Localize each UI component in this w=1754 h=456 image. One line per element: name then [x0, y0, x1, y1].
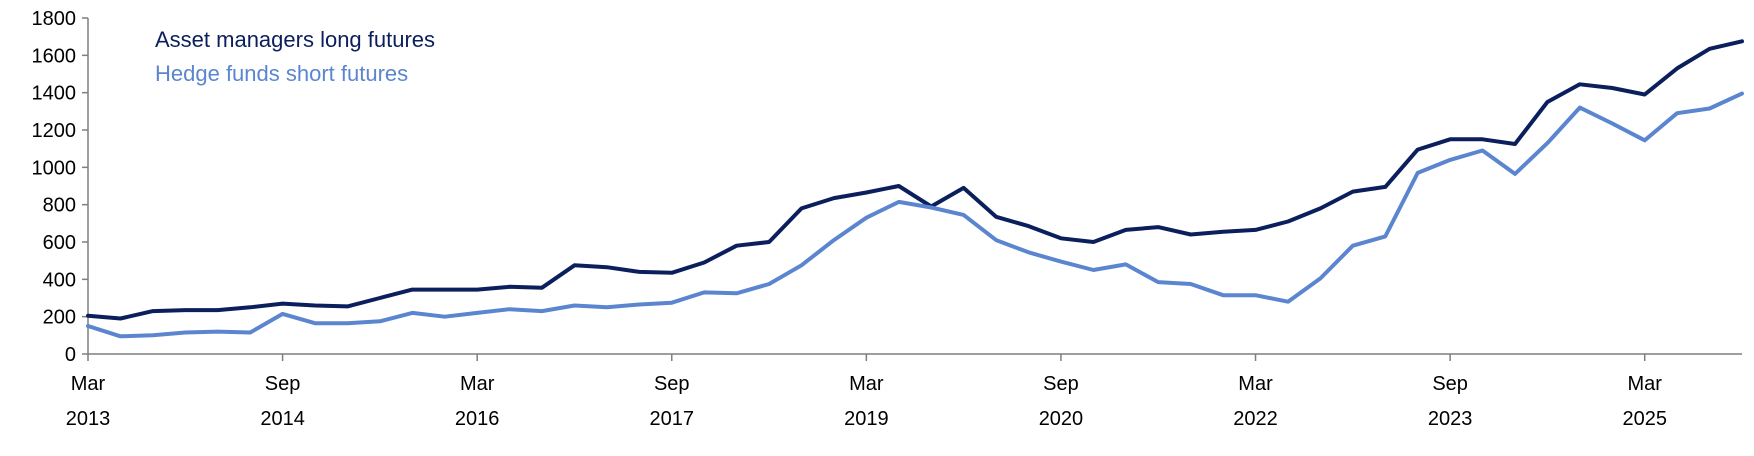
legend-entry-asset-managers: Asset managers long futures — [155, 27, 435, 52]
x-tick-label-month: Sep — [1432, 373, 1468, 395]
x-tick-label-year: 2023 — [1428, 408, 1473, 430]
y-tick-label: 600 — [43, 232, 76, 254]
x-tick-label-month: Mar — [460, 373, 495, 395]
legend-entry-hedge-funds: Hedge funds short futures — [155, 61, 408, 86]
y-tick-label: 1400 — [32, 83, 77, 105]
y-tick-label: 1600 — [32, 45, 77, 67]
x-tick-label-month: Sep — [1043, 373, 1079, 395]
x-tick-label-month: Mar — [1627, 373, 1662, 395]
y-tick-label: 200 — [43, 307, 76, 329]
series-line-hedge-funds — [86, 91, 1744, 339]
x-axis: Mar 2013 Sep 2014 Mar 2016 Sep 2017 Mar 2019 Sep 20… — [66, 353, 1742, 430]
series-group — [86, 39, 1744, 339]
legend: Asset managers long futures Hedge funds … — [155, 27, 435, 86]
x-tick-label-year: 2014 — [260, 408, 305, 430]
series-line-asset-managers — [86, 39, 1744, 321]
y-tick-label: 800 — [43, 195, 76, 217]
x-tick-label-year: 2017 — [650, 408, 695, 430]
x-tick-label-month: Mar — [1238, 373, 1273, 395]
y-tick-label: 0 — [65, 344, 76, 366]
y-tick-label: 1200 — [32, 120, 77, 142]
x-tick-label-month: Sep — [654, 373, 690, 395]
x-tick-label-month: Mar — [849, 373, 884, 395]
x-tick-label-year: 2016 — [455, 408, 500, 430]
y-tick-label: 400 — [43, 269, 76, 291]
y-tick-label: 1000 — [32, 157, 77, 179]
x-tick-label-month: Mar — [71, 373, 106, 395]
y-tick-label: 1800 — [32, 8, 77, 30]
x-tick-label-year: 2020 — [1039, 408, 1084, 430]
y-axis: 0 200 400 600 800 1000 1200 1400 1600 1800 — [32, 8, 89, 366]
x-tick-label-year: 2022 — [1233, 408, 1278, 430]
x-tick-label-year: 2025 — [1622, 408, 1667, 430]
x-tick-label-month: Sep — [265, 373, 301, 395]
x-tick-label-year: 2013 — [66, 408, 111, 430]
x-tick-label-year: 2019 — [844, 408, 889, 430]
